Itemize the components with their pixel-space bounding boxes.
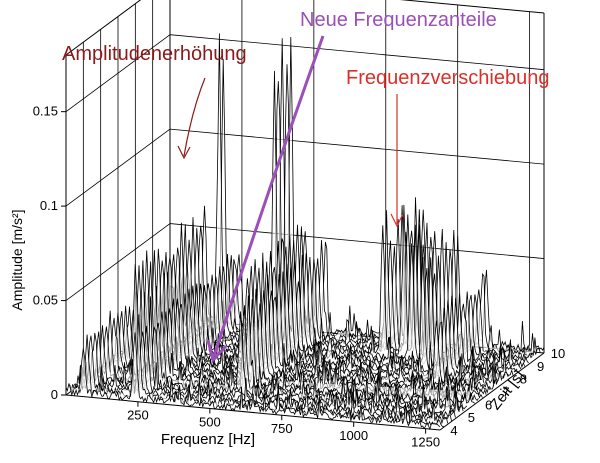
- arrowhead-amplitude-increase: [177, 145, 191, 160]
- annotation-amplitude-increase: Amplitudenerhöhung: [62, 43, 247, 65]
- arrow-new-components: [212, 35, 325, 357]
- box-edge: [439, 352, 545, 431]
- back-wall-gridline: [169, 34, 545, 71]
- trace-layer: [65, 33, 545, 431]
- x-tick-label: 1250: [411, 435, 440, 450]
- back-wall-gridline: [169, 128, 545, 165]
- time-tick-label: 9: [537, 359, 544, 374]
- box-edge: [65, 394, 441, 431]
- arrow-amplitude-increase: [183, 77, 206, 157]
- arrowhead-frequency-shift: [390, 213, 404, 228]
- x-tick-label: 750: [271, 421, 293, 436]
- time-tick-label: 6: [485, 397, 492, 412]
- annotation-frequency-shift: Frequenzverschiebung: [346, 67, 549, 89]
- x-axis-label: Frequenz [Hz]: [161, 431, 255, 448]
- box-edge: [399, 0, 545, 14]
- time-tick-label: 10: [551, 346, 565, 361]
- time-tick-label: 4: [450, 423, 457, 438]
- back-wall-gridline: [169, 223, 545, 259]
- amplitude-axis-label: Amplitude [m/s²]: [9, 209, 25, 310]
- x-tick-label: 500: [199, 414, 221, 429]
- time-tick-label: 7: [502, 385, 509, 400]
- axis-layer: Frequenz [Hz] Zeit [s] Amplitude [m/s²] …: [9, 104, 565, 450]
- annotation-new-components: Neue Frequenzanteile: [300, 9, 497, 31]
- amplitude-tick-label: 0.1: [40, 198, 58, 213]
- amplitude-tick-label: 0.15: [33, 104, 58, 119]
- spectrum-trace: [65, 332, 441, 431]
- time-tick-label: 8: [520, 372, 527, 387]
- x-tick-label: 250: [127, 408, 149, 423]
- amplitude-tick-label: 0: [51, 387, 58, 402]
- x-tick-label: 1000: [339, 428, 368, 443]
- amplitude-tick-label: 0.05: [33, 293, 58, 308]
- annotation-layer: Amplitudenerhöhung Neue Frequenzanteile …: [62, 9, 549, 364]
- arrowhead-new-components: [206, 339, 228, 364]
- time-tick-label: 5: [468, 410, 475, 425]
